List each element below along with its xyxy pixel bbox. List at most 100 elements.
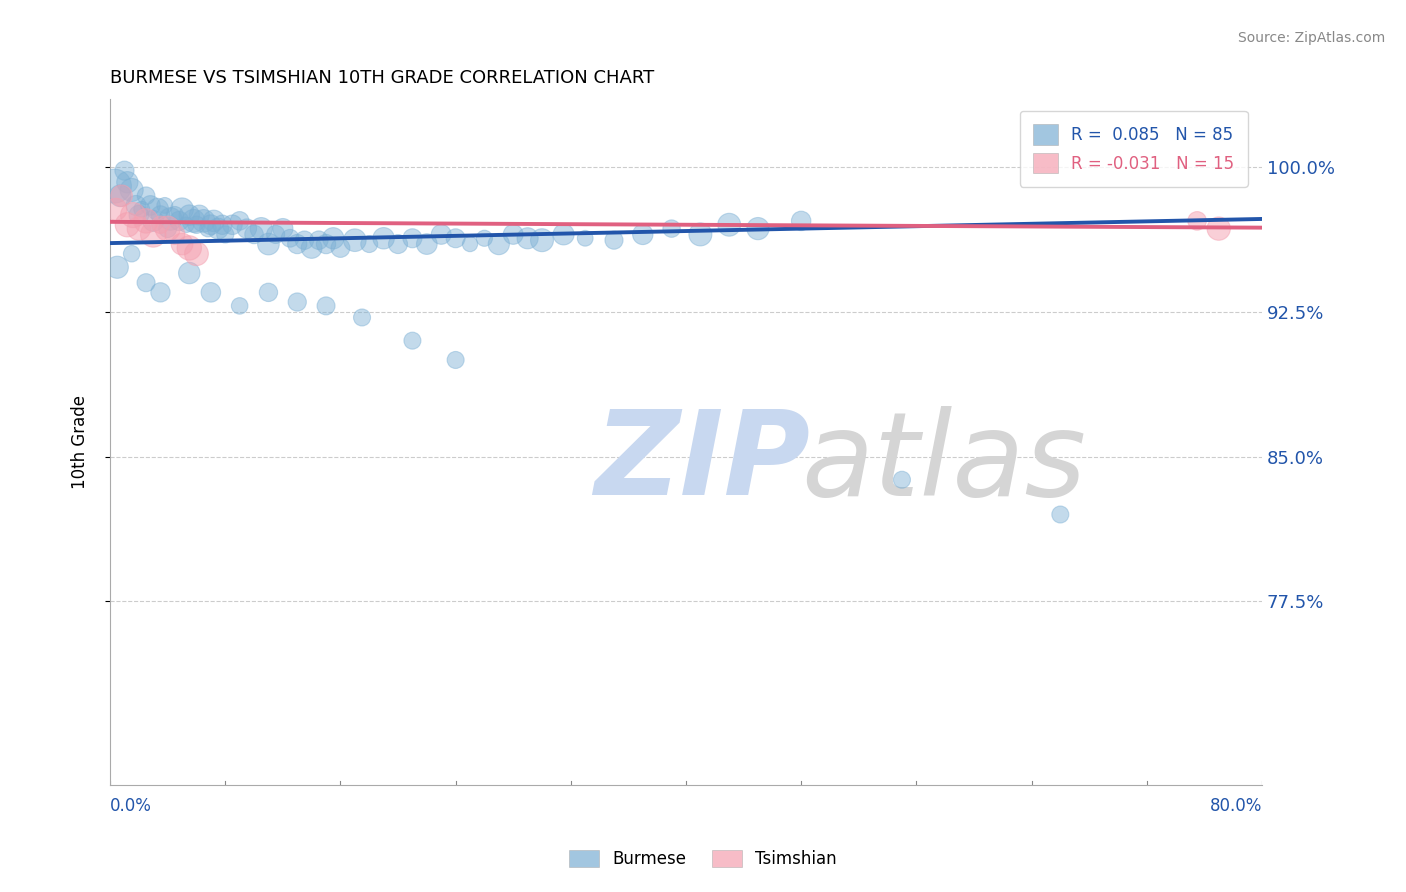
Point — [179, 266, 201, 280]
Point — [186, 246, 208, 260]
Legend: Burmese, Tsimshian: Burmese, Tsimshian — [562, 843, 844, 875]
Point — [1185, 214, 1208, 228]
Point — [516, 231, 538, 245]
Point — [315, 237, 337, 252]
Point — [221, 218, 243, 232]
Point — [257, 237, 280, 252]
Point — [202, 214, 225, 228]
Point — [553, 227, 575, 242]
Point — [135, 214, 157, 228]
Legend: R =  0.085   N = 85, R = -0.031   N = 15: R = 0.085 N = 85, R = -0.031 N = 15 — [1019, 111, 1247, 186]
Point — [603, 233, 626, 247]
Point — [228, 214, 250, 228]
Point — [183, 214, 205, 228]
Point — [530, 233, 553, 247]
Point — [197, 221, 219, 235]
Point — [264, 227, 287, 242]
Point — [167, 214, 190, 228]
Point — [301, 241, 323, 255]
Point — [163, 227, 186, 242]
Point — [110, 188, 132, 202]
Point — [488, 237, 510, 252]
Point — [228, 299, 250, 313]
Point — [790, 214, 813, 228]
Point — [108, 188, 131, 202]
Point — [186, 218, 208, 232]
Text: ZIP: ZIP — [593, 405, 810, 520]
Point — [122, 208, 145, 222]
Y-axis label: 10th Grade: 10th Grade — [72, 395, 89, 489]
Point — [236, 221, 259, 235]
Point — [474, 231, 496, 245]
Point — [502, 227, 524, 242]
Point — [211, 218, 233, 232]
Text: 80.0%: 80.0% — [1209, 797, 1263, 814]
Point — [250, 221, 273, 235]
Point — [117, 218, 139, 232]
Point — [401, 334, 423, 348]
Point — [200, 218, 222, 232]
Point — [153, 198, 176, 212]
Point — [214, 227, 236, 242]
Point — [401, 231, 423, 245]
Point — [114, 163, 136, 178]
Point — [131, 202, 153, 217]
Point — [387, 237, 409, 252]
Point — [574, 231, 596, 245]
Text: 0.0%: 0.0% — [110, 797, 152, 814]
Point — [257, 285, 280, 300]
Point — [444, 231, 467, 245]
Point — [661, 221, 683, 235]
Point — [718, 218, 741, 232]
Point — [117, 175, 139, 189]
Point — [243, 227, 266, 242]
Point — [193, 214, 215, 228]
Point — [285, 295, 308, 310]
Point — [179, 241, 201, 255]
Point — [176, 218, 198, 232]
Point — [747, 221, 769, 235]
Point — [891, 473, 914, 487]
Point — [121, 183, 143, 197]
Point — [200, 285, 222, 300]
Text: atlas: atlas — [801, 406, 1087, 520]
Point — [1049, 508, 1071, 522]
Point — [170, 202, 193, 217]
Point — [271, 221, 294, 235]
Point — [128, 221, 150, 235]
Point — [135, 188, 157, 202]
Point — [1208, 221, 1230, 235]
Point — [142, 227, 165, 242]
Point — [278, 231, 301, 245]
Point — [103, 179, 125, 194]
Point — [156, 221, 179, 235]
Point — [105, 260, 128, 275]
Point — [359, 237, 381, 252]
Point — [128, 208, 150, 222]
Point — [458, 237, 481, 252]
Point — [146, 202, 169, 217]
Point — [322, 231, 344, 245]
Text: Source: ZipAtlas.com: Source: ZipAtlas.com — [1237, 31, 1385, 45]
Point — [373, 231, 395, 245]
Point — [159, 211, 181, 226]
Point — [329, 241, 352, 255]
Point — [104, 202, 127, 217]
Point — [689, 227, 711, 242]
Point — [135, 276, 157, 290]
Point — [188, 208, 211, 222]
Text: BURMESE VS TSIMSHIAN 10TH GRADE CORRELATION CHART: BURMESE VS TSIMSHIAN 10TH GRADE CORRELAT… — [110, 69, 654, 87]
Point — [416, 237, 439, 252]
Point — [149, 208, 172, 222]
Point — [149, 218, 172, 232]
Point — [149, 285, 172, 300]
Point — [125, 198, 148, 212]
Point — [343, 233, 366, 247]
Point — [142, 214, 165, 228]
Point — [308, 233, 330, 247]
Point — [121, 246, 143, 260]
Point — [170, 237, 193, 252]
Point — [631, 227, 654, 242]
Point — [156, 221, 179, 235]
Point — [207, 221, 229, 235]
